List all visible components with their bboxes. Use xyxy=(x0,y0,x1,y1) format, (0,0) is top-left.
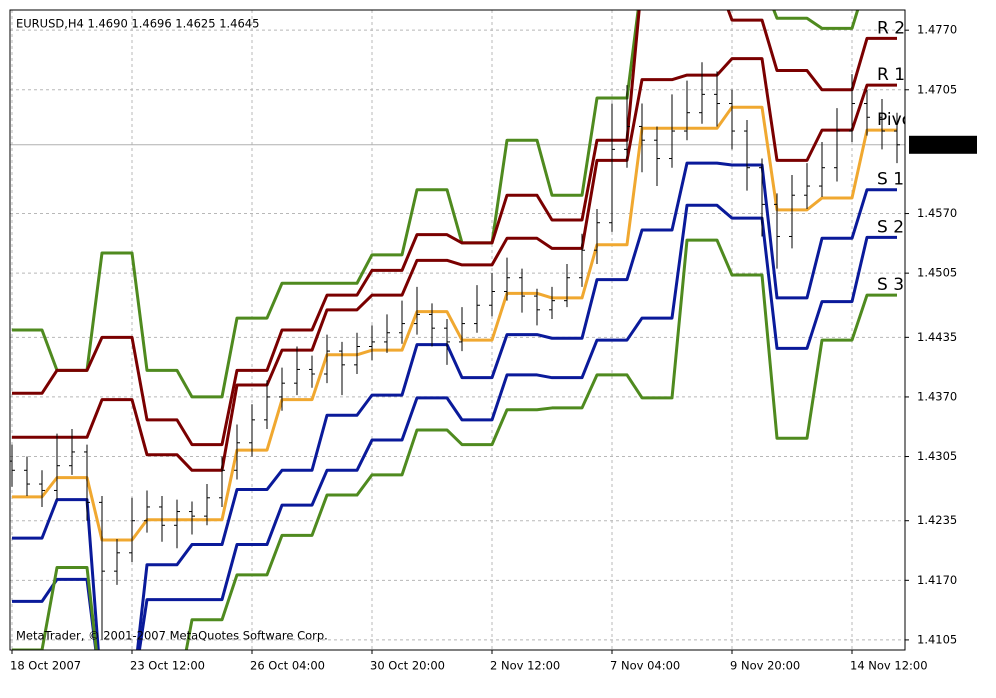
watermark: MetaTrader, © 2001-2007 MetaQuotes Softw… xyxy=(16,629,328,643)
pivot-line xyxy=(12,10,860,399)
x-tick-label: 9 Nov 20:00 xyxy=(730,659,800,673)
plot-frame xyxy=(9,9,906,651)
level-label: S 1 xyxy=(877,170,904,190)
x-tick-label: 23 Oct 12:00 xyxy=(130,659,205,673)
y-tick-label: 1.4505 xyxy=(917,266,957,280)
y-tick-label: 1.4170 xyxy=(917,573,957,587)
y-tick-label: 1.4105 xyxy=(917,632,957,646)
level-label: R 2 xyxy=(877,18,905,38)
pivot-line xyxy=(12,10,897,447)
x-tick-label: 30 Oct 20:00 xyxy=(370,659,445,673)
pivot-lines: R 2 R 1 Pivot S 1 S 2 S 3 xyxy=(10,10,919,650)
y-tick-label: 1.4435 xyxy=(917,330,957,344)
y-tick-label: 1.4570 xyxy=(917,206,957,220)
x-tick-label: 2 Nov 12:00 xyxy=(490,659,560,673)
x-tick-label: 18 Oct 2007 xyxy=(10,659,81,673)
axes: 1.4770 1.4705 1.4570 1.4505 1.4435 1.4370 1.43… xyxy=(10,23,977,673)
y-tick-label: 1.4370 xyxy=(917,389,957,403)
pivot-line xyxy=(12,203,897,650)
x-tick-label: 26 Oct 04:00 xyxy=(250,659,325,673)
y-tick-label: 1.4305 xyxy=(917,449,957,463)
current-price-box xyxy=(909,135,977,154)
x-tick-label: 14 Nov 12:00 xyxy=(850,659,928,673)
level-label: R 1 xyxy=(877,65,905,85)
pivot-line xyxy=(12,238,897,650)
level-label: S 2 xyxy=(877,217,904,237)
pivot-line xyxy=(12,161,897,650)
current-price-label: 1.4645 xyxy=(915,137,955,151)
chart-title: EURUSD,H4 1.4690 1.4696 1.4625 1.4645 xyxy=(16,17,259,31)
y-tick-label: 1.4770 xyxy=(917,23,957,37)
y-tick-label: 1.4705 xyxy=(917,82,957,96)
x-tick-label: 7 Nov 04:00 xyxy=(610,659,680,673)
y-tick-label: 1.4235 xyxy=(917,513,957,527)
pivot-line xyxy=(12,57,897,472)
price-bars xyxy=(10,62,900,640)
level-label: S 3 xyxy=(877,275,904,295)
pivot-line xyxy=(12,105,897,542)
level-label: Pivot xyxy=(877,110,919,130)
